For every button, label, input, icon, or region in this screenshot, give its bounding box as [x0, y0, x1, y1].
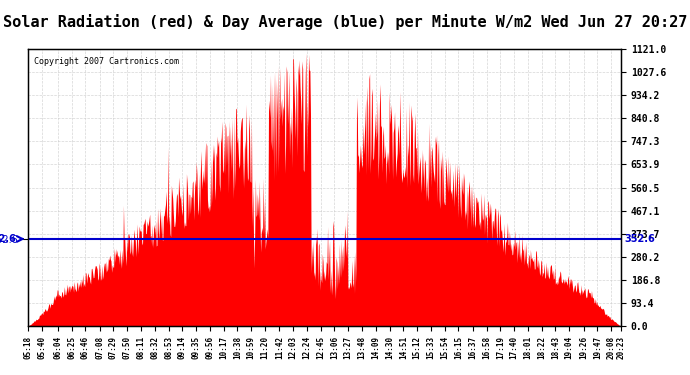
Text: 352.6: 352.6 [0, 234, 16, 244]
Text: Solar Radiation (red) & Day Average (blue) per Minute W/m2 Wed Jun 27 20:27: Solar Radiation (red) & Day Average (blu… [3, 15, 687, 30]
Text: Copyright 2007 Cartronics.com: Copyright 2007 Cartronics.com [34, 57, 179, 66]
Text: 352.6: 352.6 [624, 234, 655, 244]
